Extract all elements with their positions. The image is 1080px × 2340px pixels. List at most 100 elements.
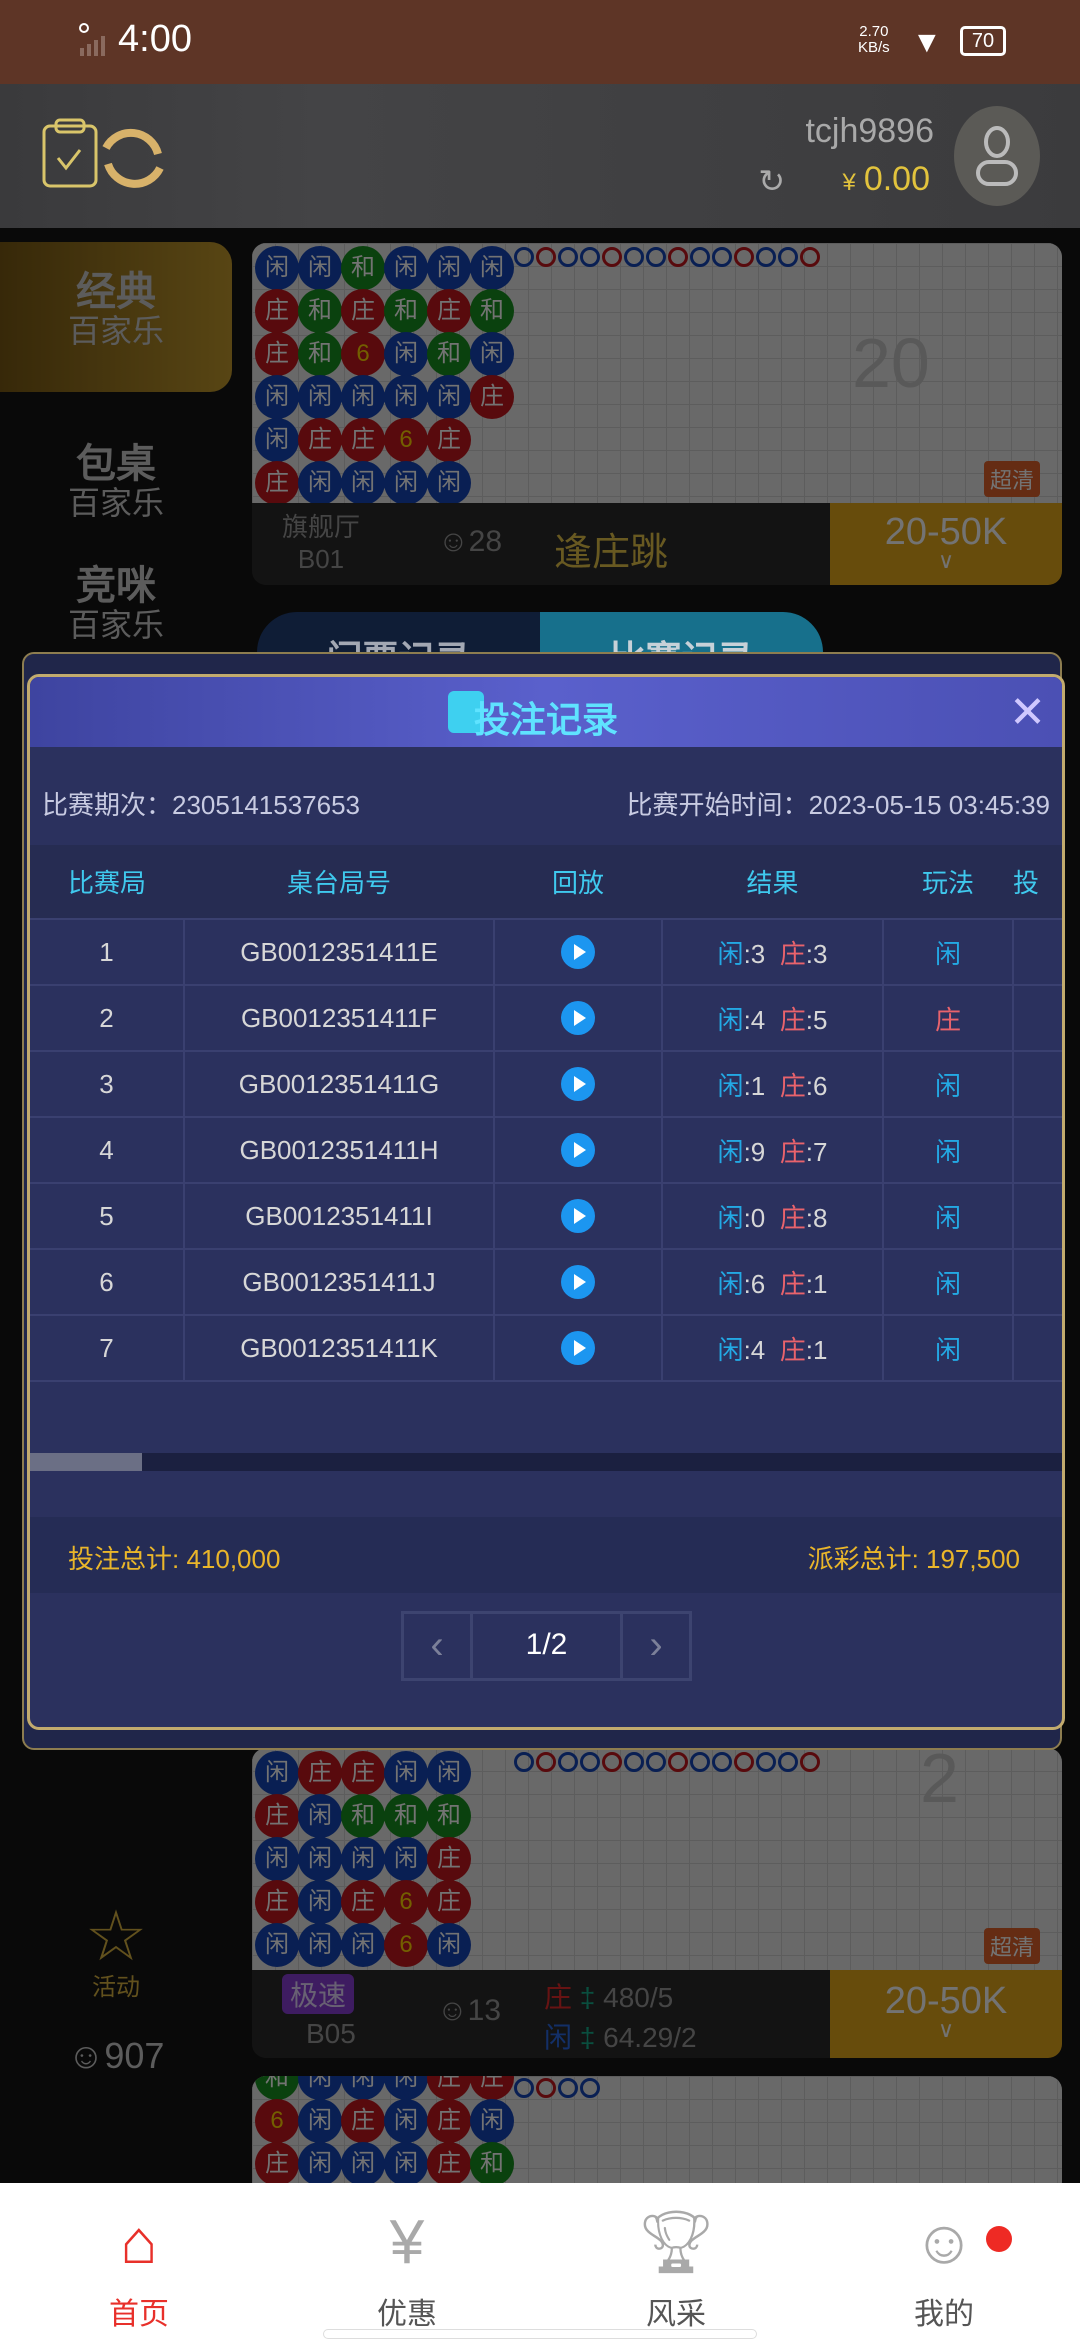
nav-promotions[interactable]: ¥ 优惠 xyxy=(307,2183,507,2333)
avatar-button[interactable] xyxy=(954,106,1040,206)
col-replay: 回放 xyxy=(494,845,662,919)
bead: 闲 xyxy=(384,2076,428,2100)
nav-showcase[interactable]: 🏆︎ 风采 xyxy=(576,2183,776,2333)
player-label: 闲 xyxy=(717,1268,744,1299)
bet-total-label: 投注总计: xyxy=(68,1544,187,1574)
net-speed-unit: KB/s xyxy=(858,39,890,56)
card-footer: 极速 B05 ☺13 庄 ‡ 480/5 闲 ‡ 64.29/2 20-50K ∨ xyxy=(252,1970,1062,2058)
wifi-icon: ▼ xyxy=(912,26,942,59)
table-no-cell: GB0012351411I xyxy=(183,1182,495,1250)
bead: 和 xyxy=(470,289,514,333)
nav-label: 优惠 xyxy=(377,2298,437,2331)
nav-label: 风采 xyxy=(646,2298,706,2331)
col-round: 比赛局 xyxy=(30,845,184,919)
bead: 庄 xyxy=(470,2076,514,2100)
table-header: 比赛局 桌台局号 回放 结果 玩法 投 xyxy=(30,845,1062,919)
bet-type-cell: 闲 xyxy=(882,918,1014,986)
bead: 闲 xyxy=(384,375,428,419)
play-icon[interactable] xyxy=(561,1001,595,1036)
activity-button[interactable]: ☆ 活动 xyxy=(0,1898,232,2001)
bead: 闲 xyxy=(298,1923,342,1967)
result-cell: 闲:9 庄:7 xyxy=(661,1116,884,1184)
limit-selector[interactable]: 20-50K ∨ xyxy=(830,1970,1062,2058)
col-result: 结果 xyxy=(662,845,883,919)
play-icon[interactable] xyxy=(561,1067,595,1102)
totals-bar: 投注总计: 410,000 派彩总计: 197,500 xyxy=(30,1517,1062,1593)
table-no-cell: GB0012351411J xyxy=(183,1248,495,1316)
banker-score: 7 xyxy=(812,1136,828,1167)
bet-record-table: 比赛局 桌台局号 回放 结果 玩法 投 1 GB0012351411E 闲:3 … xyxy=(30,845,1062,1382)
banker-score: 3 xyxy=(812,938,828,969)
play-icon[interactable] xyxy=(561,1133,595,1168)
user-icon: ☺ xyxy=(912,2208,976,2277)
record-refresh-icon[interactable] xyxy=(40,118,200,198)
close-button[interactable]: ✕ xyxy=(1009,688,1046,737)
page-indicator: 1/2 xyxy=(470,1614,623,1678)
bead: 庄 xyxy=(427,1880,471,1924)
bead: 庄 xyxy=(427,289,471,333)
round-cell: 7 xyxy=(30,1314,185,1382)
avatar-icon xyxy=(976,126,1018,186)
bead: 和 xyxy=(384,289,428,333)
bead: 和 xyxy=(427,332,471,376)
bead: 闲 xyxy=(255,1837,299,1881)
play-icon[interactable] xyxy=(561,1265,595,1300)
banker-label: 庄 xyxy=(544,1982,573,2013)
big-road-mark xyxy=(602,1752,622,1772)
banker-label: 庄 xyxy=(779,1202,806,1233)
replay-cell xyxy=(493,1182,663,1250)
trend-label: 逢庄跳 xyxy=(554,532,669,574)
start-time-value: 2023-05-15 03:45:39 xyxy=(808,790,1050,820)
bead: 6 xyxy=(341,332,385,376)
bead: 庄 xyxy=(298,1751,342,1795)
round-cell: 3 xyxy=(30,1050,185,1118)
player-count: ☺28 xyxy=(438,525,503,558)
banker-score: 6 xyxy=(812,1070,828,1101)
round-cell: 6 xyxy=(30,1248,185,1316)
dialog-title: 投注记录 xyxy=(473,699,618,740)
horizontal-scrollbar[interactable] xyxy=(30,1453,1062,1471)
bead: 庄 xyxy=(341,2099,385,2143)
refresh-balance-icon[interactable]: ↻ xyxy=(758,163,785,199)
big-road-mark xyxy=(712,247,732,267)
partial-cell xyxy=(1012,1116,1062,1184)
player-count: ☺13 xyxy=(437,1994,502,2027)
player-odds: 闲 ‡ 64.29/2 xyxy=(544,2016,697,2056)
partial-cell xyxy=(1012,1314,1062,1382)
limit-selector[interactable]: 20-50K ∨ xyxy=(830,503,1062,585)
sidebar-item-classic[interactable]: 经典 百家乐 xyxy=(0,242,232,392)
trophy-icon: 🏆︎ xyxy=(636,2208,716,2277)
big-road-mark xyxy=(514,2078,534,2098)
bet-type-cell: 闲 xyxy=(882,1182,1014,1250)
nav-label: 首页 xyxy=(109,2298,169,2331)
table-row: 5 GB0012351411I 闲:0 庄:8 闲 xyxy=(30,1182,1062,1250)
play-icon[interactable] xyxy=(561,1331,595,1366)
sidebar-item-squeeze[interactable]: 竞咪 百家乐 xyxy=(0,564,232,650)
partial-cell xyxy=(1012,918,1062,986)
prev-page-button[interactable]: ‹ xyxy=(430,1623,444,1667)
limit-value: 20-50K xyxy=(884,511,1008,553)
nav-home[interactable]: ⌂ 首页 xyxy=(39,2183,239,2333)
big-road-mark xyxy=(778,247,798,267)
bead: 和 xyxy=(427,1794,471,1838)
sidebar-item-private[interactable]: 包桌 百家乐 xyxy=(0,418,232,548)
bead: 和 xyxy=(341,246,385,290)
big-road-mark xyxy=(646,1752,666,1772)
bead: 庄 xyxy=(255,1794,299,1838)
bead: 闲 xyxy=(255,246,299,290)
notification-dot xyxy=(986,2226,1012,2252)
play-icon[interactable] xyxy=(561,935,595,970)
play-icon[interactable] xyxy=(561,1199,595,1234)
replay-cell xyxy=(493,1116,663,1184)
scrollbar-thumb[interactable] xyxy=(30,1453,142,1471)
big-road-mark xyxy=(800,247,820,267)
player-score: 1 xyxy=(750,1070,766,1101)
pin-icon: ‡ xyxy=(579,1982,596,2013)
next-page-button[interactable]: › xyxy=(649,1623,663,1667)
nav-profile[interactable]: ☺ 我的 xyxy=(844,2183,1044,2333)
bead: 庄 xyxy=(341,1751,385,1795)
big-road-mark xyxy=(580,1752,600,1772)
